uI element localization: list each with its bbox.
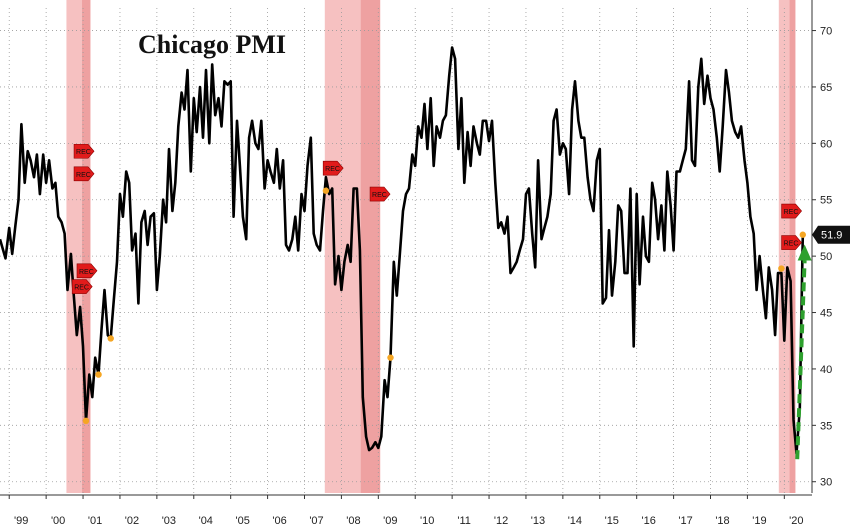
recession-marker-shape — [781, 235, 802, 250]
recession-band-core — [360, 0, 381, 493]
recession-bands — [66, 0, 796, 493]
x-tick-label: '04 — [199, 515, 213, 527]
x-tick-label: '16 — [642, 515, 656, 527]
y-tick-label: 30 — [820, 477, 832, 489]
up-arrow — [795, 244, 812, 460]
recession-marker: REC — [781, 235, 802, 250]
highlight-point — [107, 335, 114, 342]
highlight-point — [95, 371, 102, 378]
x-tick-label: '17 — [678, 515, 692, 527]
recession-marker-shape — [322, 160, 344, 176]
x-tick-label: '06 — [272, 515, 286, 527]
recession-marker-label: REC — [784, 209, 799, 216]
recession-marker: REC — [76, 263, 98, 279]
x-tick-label: '12 — [494, 515, 508, 527]
recession-marker: REC — [781, 203, 802, 219]
highlight-points — [82, 187, 806, 425]
recession-marker-label: REC — [372, 192, 387, 199]
y-tick-label: 70 — [820, 26, 832, 38]
recession-marker-label: REC — [76, 172, 91, 179]
recession-marker-shape — [73, 143, 95, 159]
x-tick-label: '02 — [125, 515, 139, 527]
last-value-text: 51.9 — [821, 230, 842, 242]
x-tick-label: '11 — [457, 515, 471, 527]
x-tick-label: '99 — [14, 515, 28, 527]
highlight-point — [778, 265, 785, 272]
recession-band-core — [82, 0, 91, 493]
y-tick-label: 40 — [820, 364, 832, 376]
recession-marker: REC — [71, 279, 93, 294]
series-layer — [0, 46, 805, 455]
x-tick-label: '13 — [531, 515, 545, 527]
chart-title: Chicago PMI — [138, 30, 286, 59]
recession-marker-shape — [369, 186, 391, 202]
highlight-point — [82, 417, 90, 425]
x-tick-label: '18 — [715, 515, 729, 527]
highlight-point — [799, 231, 806, 238]
x-axis: '99 '00 '01 '02 '03 '04 '05 '06 '07 '08 '09 '10 '11 '… — [0, 494, 812, 527]
recession-marker: REC — [322, 160, 344, 176]
y-tick-label: 55 — [820, 195, 832, 207]
x-tick-label: '10 — [420, 515, 434, 527]
x-tick-label: '15 — [605, 515, 619, 527]
x-tick-label: '07 — [309, 515, 323, 527]
last-value-label: 51.9 — [812, 225, 850, 244]
recession-marker-shape — [76, 263, 98, 279]
recession-markers: REC REC REC REC REC REC REC REC — [71, 143, 802, 294]
recession-marker-label: REC — [79, 269, 94, 276]
recession-marker: REC — [73, 143, 95, 159]
x-tick-label: '09 — [383, 515, 397, 527]
recession-marker-label: REC — [784, 241, 799, 248]
y-tick-label: 45 — [820, 308, 832, 320]
recession-marker-shape — [781, 203, 802, 219]
recession-marker-label: REC — [76, 149, 91, 156]
last-value-badge — [812, 225, 850, 244]
recession-marker-label: REC — [325, 166, 340, 173]
x-tick-label: '00 — [51, 515, 65, 527]
x-tick-label: '08 — [346, 515, 360, 527]
x-tick-label: '19 — [752, 515, 766, 527]
x-tick-label: '14 — [568, 515, 582, 527]
y-tick-label: 60 — [820, 138, 832, 150]
recession-marker-label: REC — [74, 285, 89, 292]
recession-marker-shape — [71, 279, 93, 294]
x-tick-label: '03 — [162, 515, 176, 527]
x-tick-label: '20 — [789, 515, 803, 527]
highlight-point — [387, 354, 394, 361]
y-tick-label: 65 — [820, 82, 832, 94]
y-tick-label: 50 — [820, 251, 832, 263]
recession-marker-shape — [73, 166, 95, 182]
x-tick-label: '05 — [236, 515, 250, 527]
recession-marker: REC — [73, 166, 95, 182]
pmi-series-line — [0, 46, 805, 455]
arrow-head — [797, 244, 812, 261]
x-tick-label: '01 — [88, 515, 102, 527]
arrow-shaft — [795, 260, 807, 460]
y-tick-label: 35 — [820, 420, 832, 432]
highlight-point — [322, 187, 330, 194]
y-axis: 30 35 40 45 50 55 60 65 70 — [811, 0, 832, 493]
recession-marker: REC — [369, 186, 391, 202]
